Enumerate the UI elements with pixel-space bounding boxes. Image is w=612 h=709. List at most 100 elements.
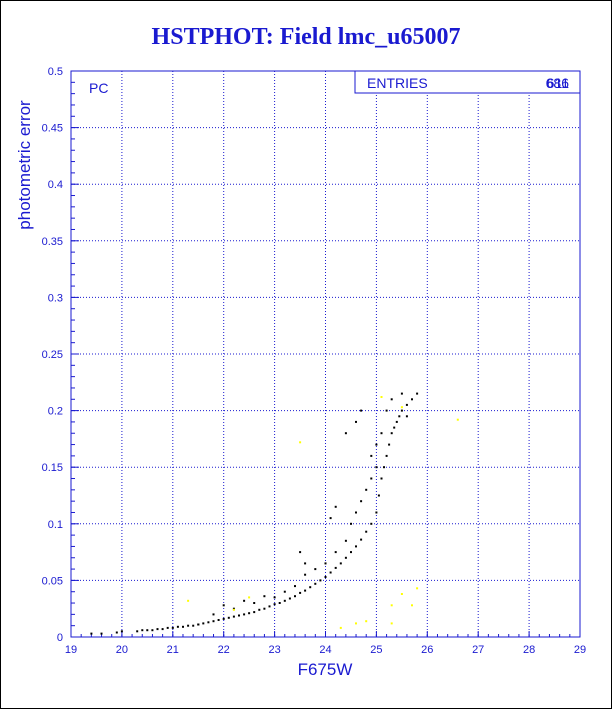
data-point — [380, 477, 383, 480]
data-point — [375, 466, 378, 469]
data-point — [355, 420, 357, 423]
x-tick-label: 29 — [574, 644, 586, 656]
data-point — [115, 631, 118, 634]
data-point — [411, 604, 413, 607]
series-points — [187, 396, 459, 629]
data-point — [355, 545, 357, 548]
data-point — [141, 629, 144, 632]
data-point — [339, 562, 342, 565]
data-point — [334, 551, 337, 554]
data-point — [370, 477, 373, 480]
data-point — [398, 415, 401, 418]
data-point — [227, 616, 230, 619]
data-point — [222, 604, 225, 607]
data-point — [309, 586, 312, 589]
data-point — [324, 576, 327, 578]
data-point — [248, 612, 251, 615]
x-tick-label: 22 — [218, 644, 230, 656]
data-point — [268, 605, 271, 608]
data-point — [329, 517, 332, 520]
data-point — [156, 628, 159, 631]
data-point — [243, 599, 246, 602]
y-tick-label: 0.25 — [42, 349, 63, 361]
data-point — [151, 629, 154, 632]
data-point — [299, 441, 302, 444]
data-point — [273, 596, 276, 599]
data-point — [344, 556, 347, 559]
data-point — [388, 443, 391, 446]
data-point — [283, 590, 286, 593]
data-point — [212, 613, 215, 616]
data-points — [90, 392, 459, 635]
stats-box: ENTRIES 686 611 — [354, 70, 581, 94]
data-point — [319, 579, 322, 582]
data-point — [304, 589, 307, 592]
data-point — [365, 530, 368, 533]
data-point — [314, 568, 317, 571]
data-point — [375, 511, 378, 514]
data-point — [456, 418, 459, 421]
data-point — [197, 623, 200, 626]
data-point — [383, 466, 385, 469]
data-point — [334, 505, 337, 508]
data-point — [360, 500, 363, 503]
x-tick-label: 26 — [421, 644, 433, 656]
data-point — [370, 522, 373, 525]
data-point — [393, 426, 396, 429]
data-point — [380, 432, 383, 435]
data-point — [377, 494, 380, 497]
data-point — [232, 615, 235, 618]
data-point — [380, 396, 383, 398]
x-tick-label: 27 — [472, 644, 484, 656]
stats-entries-value: 686 — [546, 75, 570, 91]
data-point — [273, 603, 276, 606]
data-point — [212, 620, 215, 623]
data-point — [207, 621, 210, 624]
data-point — [365, 488, 368, 491]
data-point — [405, 403, 408, 406]
data-point — [146, 629, 149, 632]
data-point — [263, 607, 266, 610]
data-point — [192, 624, 195, 627]
y-tick-label: 0.3 — [48, 292, 63, 304]
data-point — [395, 420, 398, 423]
data-point — [344, 539, 347, 542]
data-point — [360, 409, 363, 412]
data-point — [283, 599, 286, 602]
data-point — [344, 432, 347, 435]
data-point — [90, 632, 93, 635]
data-point — [350, 551, 352, 554]
y-tick-label: 0.2 — [48, 406, 63, 418]
data-point — [304, 573, 307, 576]
data-point — [232, 608, 235, 611]
data-point — [416, 392, 419, 395]
data-point — [120, 630, 123, 633]
data-point — [171, 626, 174, 629]
y-tick-label: 0.35 — [42, 236, 63, 248]
data-point — [258, 608, 261, 611]
x-tick-label: 23 — [268, 644, 280, 656]
y-tick-label: 0 — [57, 632, 63, 644]
y-tick-label: 0.05 — [42, 575, 63, 587]
data-point — [217, 619, 220, 621]
grid-lines — [70, 70, 581, 638]
stats-entries-label: ENTRIES — [367, 75, 428, 91]
y-tick-label: 0.15 — [42, 462, 63, 474]
data-point — [400, 406, 403, 409]
data-point — [355, 511, 357, 514]
data-point — [416, 587, 419, 590]
data-point — [324, 562, 327, 565]
data-point — [288, 597, 291, 600]
data-point — [253, 602, 256, 604]
x-tick-label: 19 — [65, 644, 77, 656]
x-tick-label: 20 — [116, 644, 128, 656]
data-point — [390, 622, 393, 625]
data-point — [360, 538, 363, 541]
data-point — [375, 443, 378, 446]
stats-box-frame — [354, 70, 581, 94]
y-tick-label: 0.1 — [48, 519, 63, 531]
chart-title: HSTPHOT: Field lmc_u65007 — [151, 24, 461, 50]
x-tick-label: 21 — [167, 644, 179, 656]
data-point — [202, 622, 205, 625]
